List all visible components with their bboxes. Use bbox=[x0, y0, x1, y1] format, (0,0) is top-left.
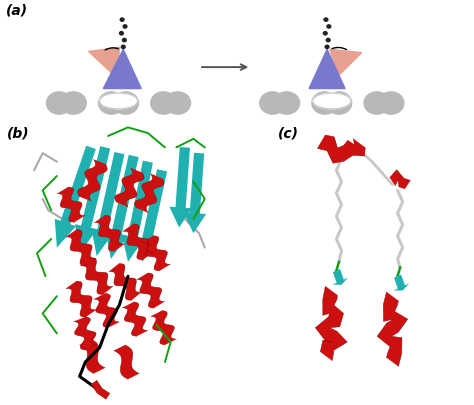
Polygon shape bbox=[55, 146, 96, 248]
Circle shape bbox=[121, 46, 125, 49]
Circle shape bbox=[113, 93, 138, 115]
Polygon shape bbox=[136, 170, 167, 262]
Circle shape bbox=[327, 26, 331, 29]
Circle shape bbox=[325, 46, 329, 49]
Circle shape bbox=[323, 32, 327, 36]
Polygon shape bbox=[309, 50, 345, 90]
Circle shape bbox=[151, 93, 176, 115]
Polygon shape bbox=[66, 281, 96, 317]
Polygon shape bbox=[91, 380, 110, 399]
Polygon shape bbox=[137, 273, 164, 308]
Ellipse shape bbox=[100, 94, 137, 109]
Polygon shape bbox=[94, 216, 125, 252]
Circle shape bbox=[122, 39, 126, 43]
Polygon shape bbox=[103, 50, 141, 90]
Polygon shape bbox=[315, 286, 347, 361]
Polygon shape bbox=[106, 156, 139, 259]
Circle shape bbox=[326, 93, 352, 115]
Polygon shape bbox=[143, 236, 170, 271]
Circle shape bbox=[326, 39, 330, 43]
Polygon shape bbox=[109, 264, 141, 301]
Circle shape bbox=[119, 32, 123, 36]
Polygon shape bbox=[390, 170, 410, 189]
Circle shape bbox=[378, 93, 404, 115]
Ellipse shape bbox=[313, 94, 351, 109]
Polygon shape bbox=[123, 224, 153, 260]
Text: (c): (c) bbox=[278, 127, 299, 141]
Circle shape bbox=[46, 93, 72, 115]
Circle shape bbox=[260, 93, 285, 115]
Polygon shape bbox=[183, 153, 206, 234]
Polygon shape bbox=[122, 302, 148, 337]
Polygon shape bbox=[78, 160, 107, 202]
Circle shape bbox=[120, 19, 124, 22]
Polygon shape bbox=[115, 168, 144, 207]
Polygon shape bbox=[80, 339, 105, 373]
Polygon shape bbox=[393, 275, 409, 291]
Polygon shape bbox=[81, 258, 113, 295]
Circle shape bbox=[324, 19, 328, 22]
Circle shape bbox=[61, 93, 86, 115]
Polygon shape bbox=[75, 147, 110, 254]
Circle shape bbox=[274, 93, 300, 115]
Polygon shape bbox=[74, 317, 97, 350]
Polygon shape bbox=[332, 269, 348, 285]
Polygon shape bbox=[330, 50, 362, 77]
Polygon shape bbox=[122, 161, 153, 262]
Polygon shape bbox=[66, 230, 96, 266]
Circle shape bbox=[99, 93, 124, 115]
Polygon shape bbox=[114, 345, 139, 379]
Circle shape bbox=[123, 26, 127, 29]
Circle shape bbox=[364, 93, 390, 115]
Polygon shape bbox=[151, 311, 176, 345]
Polygon shape bbox=[94, 294, 119, 328]
Polygon shape bbox=[317, 136, 365, 164]
Polygon shape bbox=[377, 292, 408, 367]
Circle shape bbox=[165, 93, 191, 115]
Circle shape bbox=[312, 93, 337, 115]
Text: (a): (a) bbox=[6, 3, 28, 17]
Polygon shape bbox=[89, 48, 119, 79]
Polygon shape bbox=[91, 153, 125, 256]
Text: (b): (b) bbox=[7, 127, 30, 141]
Polygon shape bbox=[169, 148, 192, 228]
Polygon shape bbox=[57, 188, 85, 223]
Polygon shape bbox=[135, 174, 164, 213]
